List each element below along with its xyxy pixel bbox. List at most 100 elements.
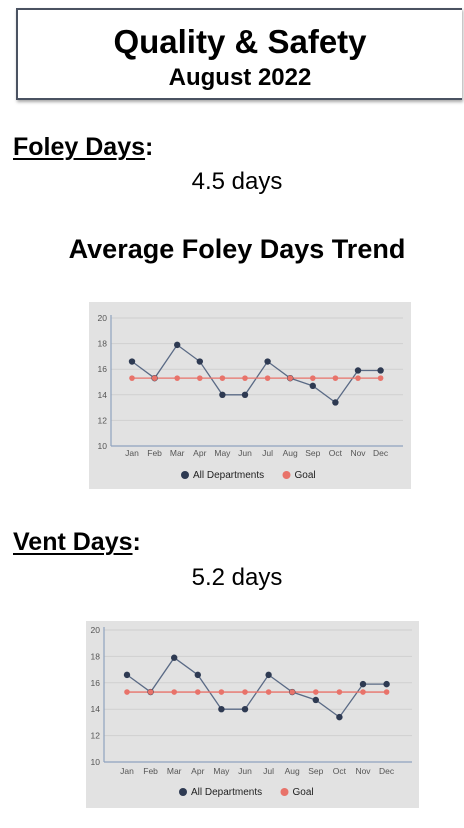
x-tick-label: May (213, 766, 230, 776)
x-tick-label: May (214, 448, 231, 458)
goal-point (171, 689, 177, 695)
goal-point (219, 689, 225, 695)
foley-days-label-text: Foley Days (13, 133, 145, 161)
x-tick-label: Jun (238, 766, 252, 776)
goal-point (287, 375, 293, 381)
all-departments-point (197, 358, 203, 364)
all-departments-point (310, 383, 316, 389)
y-tick-label: 16 (98, 364, 108, 374)
all-departments-line (132, 345, 381, 403)
vent-chart-svg: 10 12 14 16 18 20 Jan Feb Mar Apr May Jun Jul Aug Sep O… (86, 621, 419, 808)
x-tick-label: Sep (305, 448, 320, 458)
y-tick-label: 10 (91, 757, 101, 767)
x-tick-label: Dec (373, 448, 389, 458)
header-box: Quality & Safety August 2022 (16, 8, 462, 100)
y-tick-label: 20 (98, 313, 108, 323)
x-tick-label: Aug (285, 766, 300, 776)
all-departments-point (355, 367, 361, 373)
x-tick-label: Aug (283, 448, 298, 458)
all-departments-point (124, 672, 130, 678)
x-tick-label: Apr (193, 448, 206, 458)
goal-point (242, 689, 248, 695)
foley-days-value: 4.5 days (0, 168, 464, 196)
y-tick-label: 12 (98, 415, 108, 425)
y-tick-label: 14 (98, 390, 108, 400)
x-tick-label: Sep (308, 766, 323, 776)
goal-point (313, 689, 319, 695)
goal-legend-label: Goal (295, 470, 316, 481)
all-departments-point (242, 392, 248, 398)
all-departments-line (127, 658, 387, 717)
goal-point (378, 375, 384, 381)
goal-point (124, 689, 130, 695)
foley-chart: 10 12 14 16 18 20 Jan Feb Mar Apr May Jun Jul Aug Sep O… (89, 302, 411, 489)
goal-point (174, 375, 180, 381)
y-tick-label: 18 (98, 339, 108, 349)
x-tick-label: Mar (170, 448, 185, 458)
goal-legend-marker (283, 471, 291, 479)
page-subtitle: August 2022 (18, 64, 462, 92)
x-tick-label: Nov (355, 766, 371, 776)
all-departments-point (171, 655, 177, 661)
all-departments-legend-label: All Departments (193, 470, 264, 481)
foley-days-colon: : (145, 133, 153, 161)
goal-point (310, 375, 316, 381)
all-departments-point (360, 681, 366, 687)
x-tick-label: Apr (191, 766, 204, 776)
goal-point (129, 375, 135, 381)
all-departments-legend-marker (179, 788, 187, 796)
y-tick-label: 20 (91, 625, 101, 635)
y-tick-label: 16 (91, 678, 101, 688)
all-departments-point (218, 706, 224, 712)
page-title: Quality & Safety (18, 24, 462, 60)
all-departments-point (242, 706, 248, 712)
x-tick-label: Jul (263, 766, 274, 776)
x-tick-label: Oct (333, 766, 347, 776)
x-tick-label: Oct (329, 448, 343, 458)
x-tick-label: Feb (143, 766, 158, 776)
all-departments-point (264, 358, 270, 364)
foley-trend-title: Average Foley Days Trend (0, 233, 464, 265)
all-departments-legend-marker (181, 471, 189, 479)
goal-point (355, 375, 361, 381)
y-tick-label: 14 (91, 704, 101, 714)
vent-days-value: 5.2 days (0, 564, 464, 592)
x-tick-label: Jan (125, 448, 139, 458)
vent-days-colon: : (133, 528, 141, 556)
goal-point (242, 375, 248, 381)
all-departments-point (265, 672, 271, 678)
all-departments-point (377, 367, 383, 373)
x-tick-label: Jul (262, 448, 273, 458)
all-departments-point (195, 672, 201, 678)
goal-point (265, 375, 271, 381)
foley-chart-svg: 10 12 14 16 18 20 Jan Feb Mar Apr May Jun Jul Aug Sep O… (89, 302, 411, 489)
goal-point (384, 689, 390, 695)
y-tick-label: 10 (98, 441, 108, 451)
x-tick-label: Nov (350, 448, 366, 458)
all-departments-point (336, 714, 342, 720)
goal-point (152, 375, 158, 381)
goal-point (360, 689, 366, 695)
goal-point (289, 689, 295, 695)
goal-point (337, 689, 343, 695)
goal-legend-marker (281, 788, 289, 796)
foley-days-label: Foley Days: (13, 132, 153, 162)
goal-point (197, 375, 203, 381)
all-departments-point (332, 399, 338, 405)
x-tick-label: Mar (167, 766, 182, 776)
all-departments-point (129, 358, 135, 364)
vent-chart: 10 12 14 16 18 20 Jan Feb Mar Apr May Jun Jul Aug Sep O… (86, 621, 419, 808)
all-departments-point (174, 342, 180, 348)
all-departments-point (219, 392, 225, 398)
goal-point (195, 689, 201, 695)
y-tick-label: 18 (91, 651, 101, 661)
goal-legend-label: Goal (293, 787, 314, 798)
goal-point (148, 689, 154, 695)
goal-point (220, 375, 226, 381)
all-departments-legend-label: All Departments (191, 787, 262, 798)
x-tick-label: Dec (379, 766, 395, 776)
all-departments-point (313, 697, 319, 703)
vent-days-label-text: Vent Days (13, 528, 133, 556)
x-tick-label: Jan (120, 766, 134, 776)
y-tick-label: 12 (91, 731, 101, 741)
